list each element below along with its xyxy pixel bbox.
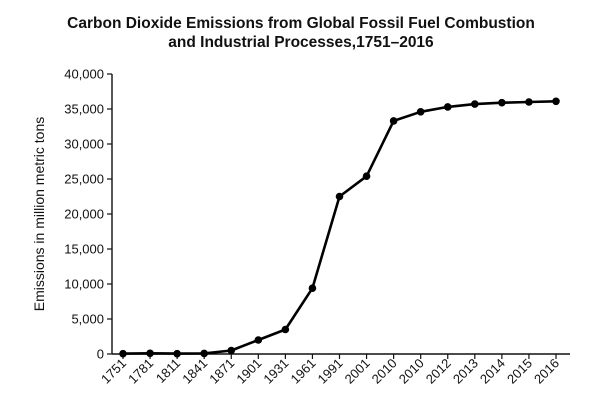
y-tick-label: 40,000 — [64, 67, 104, 82]
data-point — [335, 192, 344, 201]
y-tick-label: 25,000 — [64, 172, 104, 187]
x-axis-ticks: 1751178118111841187119011931196119912001… — [98, 354, 562, 387]
data-point — [254, 336, 263, 344]
series-layer — [119, 97, 560, 358]
y-tick-label: 35,000 — [64, 102, 104, 117]
x-tick-label: 1871 — [206, 356, 237, 387]
x-tick-label: 2001 — [342, 356, 373, 387]
x-tick-label: 1781 — [125, 356, 156, 387]
data-point — [308, 284, 317, 293]
x-tick-label: 2013 — [450, 356, 481, 387]
x-tick-label: 1901 — [233, 356, 264, 387]
x-tick-label: 2016 — [531, 356, 562, 387]
data-point — [389, 117, 398, 125]
x-tick-label: 2010 — [396, 356, 427, 387]
data-point — [416, 108, 425, 116]
x-tick-label: 1991 — [315, 356, 346, 387]
data-point — [443, 103, 452, 111]
x-tick-label: 1961 — [288, 356, 319, 387]
data-point — [498, 98, 506, 107]
y-tick-label: 0 — [97, 347, 104, 362]
data-point — [173, 349, 181, 358]
x-tick-label: 2012 — [423, 356, 454, 387]
x-tick-label: 1841 — [179, 356, 210, 387]
x-tick-label: 1811 — [153, 356, 183, 386]
data-point — [227, 346, 236, 355]
x-tick-label: 2015 — [504, 356, 535, 387]
y-tick-label: 20,000 — [64, 207, 104, 222]
y-tick-label: 15,000 — [64, 242, 104, 257]
y-axis-title: Emissions in million metric tons — [31, 117, 47, 312]
data-point — [362, 172, 371, 180]
chart-title-line-2: and Industrial Processes,1751–2016 — [168, 34, 434, 51]
y-tick-label: 30,000 — [64, 137, 104, 152]
chart-title-line-1: Carbon Dioxide Emissions from Global Fos… — [67, 15, 535, 32]
y-axis-ticks: 0 5,000 10,000 15,000 20,000 25,000 30,000 35,0… — [64, 67, 112, 362]
x-tick-label: 2010 — [369, 356, 400, 387]
data-point — [146, 349, 154, 358]
data-point — [525, 98, 533, 106]
data-point — [552, 97, 560, 106]
y-tick-label: 5,000 — [71, 312, 104, 327]
x-tick-label: 2014 — [477, 356, 508, 387]
data-point — [200, 349, 208, 358]
y-tick-label: 10,000 — [64, 277, 104, 292]
data-point — [471, 100, 479, 108]
data-point — [119, 349, 127, 358]
data-point — [281, 325, 290, 334]
x-tick-label: 1931 — [260, 356, 291, 387]
series-line — [122, 100, 557, 355]
chart-title: Carbon Dioxide Emissions from Global Fos… — [0, 14, 602, 52]
